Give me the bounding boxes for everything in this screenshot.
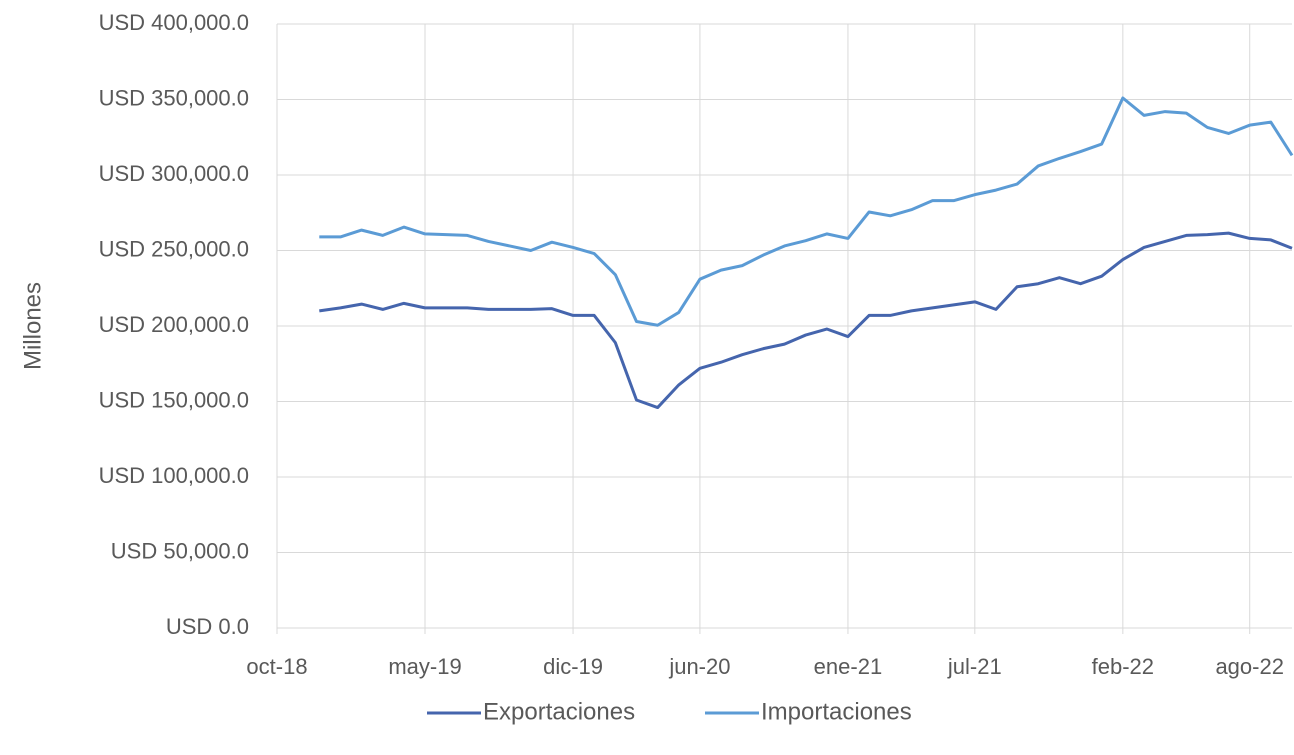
series-line (319, 96, 1294, 327)
y-tick-label: USD 0.0 (166, 614, 249, 639)
x-tick-label: jul-21 (947, 654, 1002, 679)
x-tick-label: may-19 (388, 654, 461, 679)
y-tick-label: USD 250,000.0 (99, 236, 249, 261)
y-tick-label: USD 350,000.0 (99, 85, 249, 110)
x-tick-label: feb-22 (1092, 654, 1154, 679)
legend-label: Exportaciones (483, 698, 635, 725)
legend-label: Importaciones (761, 698, 912, 725)
y-tick-label: USD 400,000.0 (99, 10, 249, 35)
x-tick-label: ene-21 (814, 654, 883, 679)
y-tick-label: USD 200,000.0 (99, 312, 249, 337)
y-tick-label: USD 100,000.0 (99, 463, 249, 488)
x-tick-label: dic-19 (543, 654, 603, 679)
x-tick-label: oct-18 (246, 654, 307, 679)
y-tick-label: USD 150,000.0 (99, 387, 249, 412)
x-tick-label: ago-22 (1215, 654, 1284, 679)
y-tick-label: USD 50,000.0 (111, 538, 249, 563)
series-line (319, 231, 1293, 410)
y-axis-label: Millones (19, 282, 46, 370)
y-tick-label: USD 300,000.0 (99, 161, 249, 186)
x-tick-label: jun-20 (668, 654, 730, 679)
